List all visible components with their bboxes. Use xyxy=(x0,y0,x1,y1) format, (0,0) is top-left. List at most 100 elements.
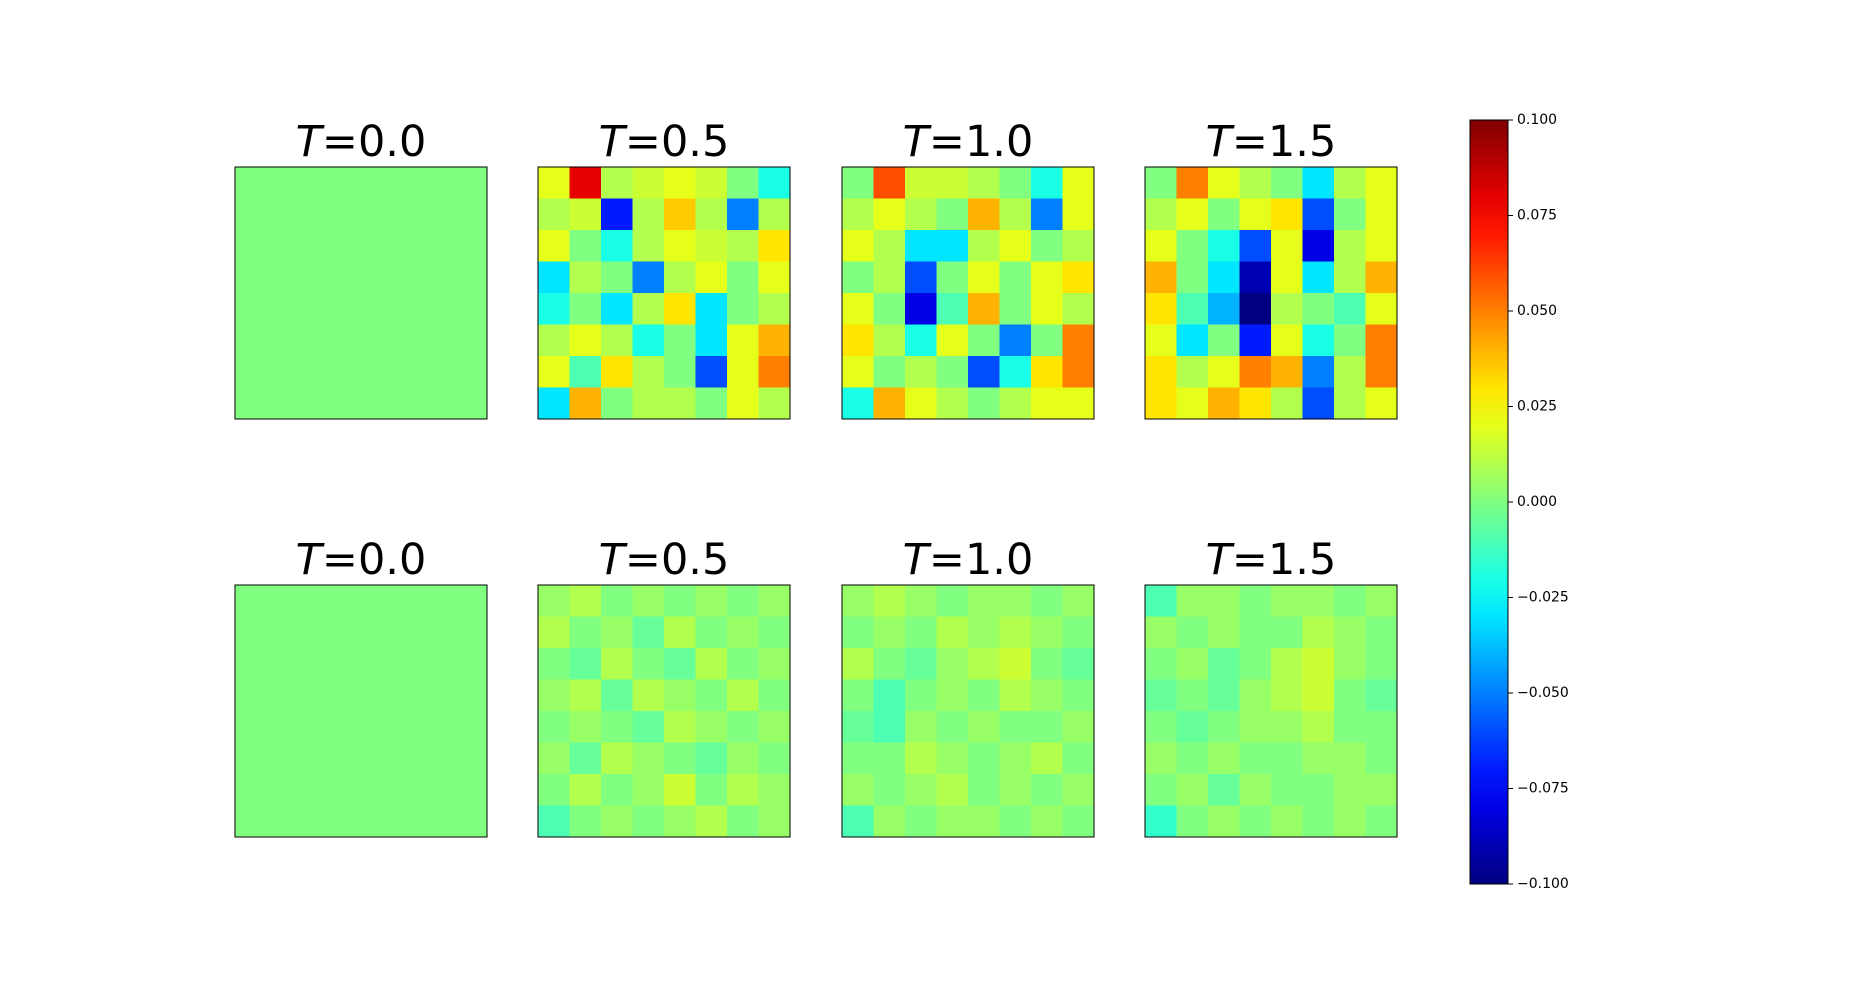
heatmap-cell xyxy=(538,261,570,294)
heatmap-cell xyxy=(1031,805,1063,838)
heatmap-cell xyxy=(424,742,456,775)
heatmap-cell xyxy=(695,324,728,357)
heatmap xyxy=(842,167,1095,420)
heatmap-cell xyxy=(664,198,696,231)
heatmap-cell xyxy=(569,616,602,649)
colorbar-tick-label: −0.100 xyxy=(1517,876,1569,892)
heatmap-cell xyxy=(392,585,425,617)
heatmap-cell xyxy=(727,679,759,712)
heatmap-cell xyxy=(1271,742,1303,775)
heatmap-cell xyxy=(758,324,791,357)
heatmap-cell xyxy=(968,742,1000,775)
heatmap-cell xyxy=(632,293,665,325)
heatmap-cell xyxy=(1176,805,1209,838)
heatmap-cell xyxy=(1031,167,1063,199)
heatmap-cell xyxy=(727,293,759,325)
heatmap-cell xyxy=(1334,261,1366,294)
heatmap-cell xyxy=(905,774,937,806)
heatmap-cell xyxy=(329,324,362,357)
heatmap-cell xyxy=(695,167,728,199)
heatmap-cell xyxy=(235,679,267,712)
heatmap-cell xyxy=(905,616,937,649)
heatmap-cell xyxy=(664,230,696,262)
heatmap-cell xyxy=(424,230,456,262)
heatmap-cell xyxy=(1365,585,1398,617)
heatmap-cell xyxy=(1031,324,1063,357)
heatmap-cell xyxy=(1302,356,1335,388)
heatmap-cell xyxy=(968,711,1000,743)
heatmap-cell xyxy=(235,585,267,617)
heatmap-cell xyxy=(455,230,488,262)
heatmap-cell xyxy=(424,198,456,231)
heatmap-cell xyxy=(361,324,393,357)
heatmap-cell xyxy=(361,679,393,712)
heatmap-cell xyxy=(727,742,759,775)
heatmap-cell xyxy=(999,679,1032,712)
heatmap-cell xyxy=(455,774,488,806)
heatmap-cell xyxy=(1176,774,1209,806)
heatmap-cell xyxy=(1208,198,1240,231)
heatmap-cell xyxy=(1062,356,1095,388)
heatmap-cell xyxy=(298,387,330,420)
heatmap-cell xyxy=(455,805,488,838)
heatmap-cell xyxy=(1271,230,1303,262)
heatmap-cell xyxy=(727,805,759,838)
heatmap-cell xyxy=(235,293,267,325)
heatmap-cell xyxy=(424,324,456,357)
heatmap-cell xyxy=(664,648,696,680)
heatmap-cell xyxy=(392,742,425,775)
heatmap-cell xyxy=(936,324,969,357)
heatmap-cell xyxy=(235,805,267,838)
heatmap-cell xyxy=(936,711,969,743)
heatmap-cell xyxy=(424,648,456,680)
heatmap-cell xyxy=(758,198,791,231)
heatmap-cell xyxy=(329,167,362,199)
heatmap-cell xyxy=(392,616,425,649)
heatmap-cell xyxy=(266,616,299,649)
heatmap-cell xyxy=(266,679,299,712)
heatmap-cell xyxy=(455,198,488,231)
heatmap-cell xyxy=(968,774,1000,806)
heatmap-cell xyxy=(1365,711,1398,743)
heatmap-cell xyxy=(873,230,906,262)
heatmap-cell xyxy=(695,805,728,838)
heatmap-cell xyxy=(1302,230,1335,262)
heatmap-cell xyxy=(1062,679,1095,712)
heatmap-cell xyxy=(235,648,267,680)
heatmap-cell xyxy=(455,585,488,617)
heatmap-cell xyxy=(1239,805,1272,838)
heatmap-cell xyxy=(1365,648,1398,680)
heatmap-cell xyxy=(1176,293,1209,325)
heatmap-cell xyxy=(1176,167,1209,199)
heatmap-cell xyxy=(235,167,267,199)
heatmap-cell xyxy=(968,324,1000,357)
heatmap-cell xyxy=(601,774,633,806)
heatmap-cell xyxy=(1208,356,1240,388)
heatmap-cell xyxy=(758,616,791,649)
heatmap-cell xyxy=(905,585,937,617)
heatmap-cell xyxy=(569,648,602,680)
heatmap-cell xyxy=(329,293,362,325)
heatmap-cell xyxy=(1062,742,1095,775)
heatmap-cell xyxy=(968,387,1000,420)
heatmap-cell xyxy=(1031,585,1063,617)
heatmap-cell xyxy=(999,293,1032,325)
heatmap-cell xyxy=(392,774,425,806)
heatmap-cell xyxy=(235,774,267,806)
panel-frame xyxy=(1144,166,1398,420)
heatmap-cell xyxy=(392,293,425,325)
heatmap-cell xyxy=(695,261,728,294)
colorbar xyxy=(1469,119,1509,885)
panel-frame xyxy=(537,166,791,420)
colorbar-tick-label: 0.000 xyxy=(1517,494,1557,510)
heatmap-cell xyxy=(936,230,969,262)
heatmap-cell xyxy=(1271,324,1303,357)
heatmap-cell xyxy=(329,805,362,838)
heatmap-cell xyxy=(1271,648,1303,680)
heatmap-cell xyxy=(758,774,791,806)
heatmap-cell xyxy=(361,293,393,325)
heatmap-cell xyxy=(1145,198,1177,231)
heatmap-cell xyxy=(1271,774,1303,806)
heatmap-cell xyxy=(1145,387,1177,420)
heatmap-cell xyxy=(1145,774,1177,806)
